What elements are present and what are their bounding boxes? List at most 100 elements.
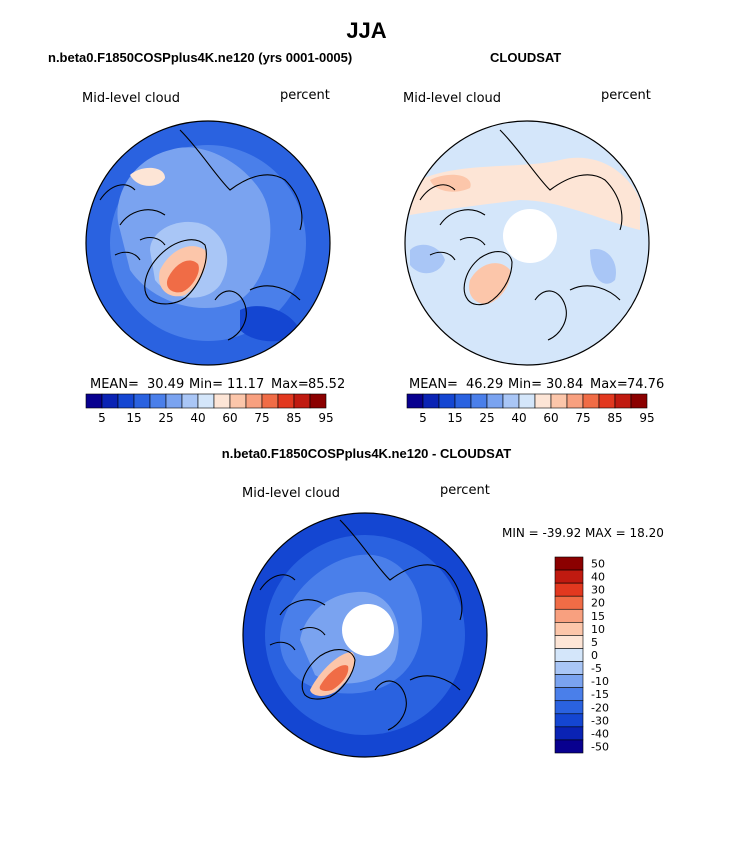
model-colorbar-swatch: [309, 393, 327, 409]
model-coast-alaska: [99, 184, 136, 201]
obs-colorbar-tick-label: 95: [639, 411, 654, 425]
obs-colorbar-swatch: [502, 393, 520, 409]
diff-map: [243, 513, 487, 757]
diff-colorbar-swatch: [554, 648, 584, 662]
diff-coastlines: [259, 519, 463, 731]
obs-min-value: 30.84: [546, 377, 583, 392]
model-colorbar-swatch: [117, 393, 135, 409]
model-colorbar-swatch: [245, 393, 263, 409]
diff-minmax-text: MIN = -39.92 MAX = 18.20: [502, 526, 664, 540]
obs-mean-label: MEAN=: [409, 377, 458, 392]
obs-colorbar-swatch: [406, 393, 424, 409]
model-max-label: Max=: [271, 377, 309, 392]
diff-coast-alaska: [259, 574, 296, 591]
model-coastlines: [99, 129, 303, 341]
model-mean-value: 30.49: [147, 377, 184, 392]
model-dark-patch: [240, 306, 300, 342]
diff-colorbar-tick-label: 0: [591, 649, 598, 662]
diff-colorbar-swatch: [554, 726, 584, 741]
diff-coast-greenland: [301, 649, 356, 700]
model-coast-greenland: [144, 239, 207, 305]
diff-colorbar-swatch: [554, 622, 584, 636]
model-colorbar-tick-label: 5: [98, 411, 106, 425]
diff-colorbar-swatch: [554, 700, 584, 715]
model-colorbar: 5 15 25 40 60 75 85 95: [85, 393, 334, 425]
obs-colorbar-swatch: [630, 393, 648, 409]
diff-colorbar-tick-label: 20: [591, 597, 605, 610]
diff-colorbar-swatch: [554, 569, 584, 584]
model-colorbar-tick-label: 95: [318, 411, 333, 425]
diff-colorbar-swatch: [554, 687, 584, 702]
model-panel: Mid-level cloud percent MEAN= 30.49 Min=…: [82, 88, 345, 425]
model-min-label: Min=: [189, 377, 223, 392]
diff-colorbar-tick-label: 30: [591, 584, 605, 597]
obs-pale-patch: [410, 244, 445, 274]
obs-greenland-warm: [469, 263, 511, 305]
model-colorbar-swatch: [293, 393, 311, 409]
obs-colorbar-tick-label: 5: [419, 411, 427, 425]
model-coast-europe: [214, 285, 301, 341]
model-min-value: 11.17: [227, 377, 264, 392]
obs-coast-greenland: [463, 251, 513, 306]
obs-colorbar: 5 15 25 40 60 75 85 95: [406, 393, 655, 425]
diff-colorbar-tick-label: -10: [591, 675, 609, 688]
obs-colorbar-swatch: [550, 393, 568, 409]
model-colorbar-swatch: [181, 393, 199, 409]
diff-coast-siberia: [339, 519, 463, 621]
obs-mean-value: 46.29: [466, 377, 503, 392]
model-colorbar-tick-label: 40: [190, 411, 205, 425]
diff-units-label: percent: [440, 483, 490, 498]
obs-min-label: Min=: [508, 377, 542, 392]
obs-max-value: 74.76: [627, 377, 664, 392]
obs-panel-title: CLOUDSAT: [490, 50, 562, 65]
model-colorbar-tick-label: 75: [254, 411, 269, 425]
model-colorbar-tick-label: 25: [158, 411, 173, 425]
diff-greenland-hot: [319, 665, 349, 691]
obs-coast-siberia: [499, 129, 623, 231]
obs-units-label: percent: [601, 88, 651, 103]
obs-variable-label: Mid-level cloud: [403, 91, 501, 106]
diff-colorbar-swatch: [554, 739, 584, 754]
obs-coast-europe: [534, 285, 621, 341]
diff-coast-europe: [374, 675, 461, 731]
obs-europe-pale: [590, 249, 616, 284]
diff-colorbar-tick-label: -50: [591, 740, 609, 753]
obs-colorbar-swatch: [518, 393, 536, 409]
obs-colorbar-tick-label: 40: [511, 411, 526, 425]
obs-colorbar-swatch: [598, 393, 616, 409]
obs-map-border: [404, 120, 650, 366]
model-greenland-hot: [166, 260, 199, 293]
diff-colorbar-tick-label: 5: [591, 636, 598, 649]
obs-polar-gap: [503, 209, 557, 263]
diff-panel-title: n.beta0.F1850COSPplus4K.ne120 - CLOUDSAT: [221, 446, 512, 461]
obs-colorbar-swatch: [454, 393, 472, 409]
diff-colorbar-tick-label: -15: [591, 688, 609, 701]
diff-colorbar-tick-label: -40: [591, 727, 609, 740]
diff-colorbar-tick-label: -20: [591, 701, 609, 714]
diff-colorbar-tick-label: 40: [591, 571, 605, 584]
model-colorbar-swatch: [85, 393, 103, 409]
obs-panel: Mid-level cloud percent MEAN= 46.29 Min=…: [403, 88, 664, 425]
obs-colorbar-tick-label: 75: [575, 411, 590, 425]
diff-colorbar-swatch: [554, 608, 584, 623]
diff-colorbar-swatch: [554, 556, 584, 571]
model-colorbar-swatch: [277, 393, 295, 409]
figure-title: JJA: [346, 18, 387, 43]
model-colorbar-swatch: [197, 393, 215, 409]
model-colorbar-tick-label: 85: [286, 411, 301, 425]
diff-colorbar-tick-label: 15: [591, 610, 605, 623]
model-colorbar-tick-label: 15: [126, 411, 141, 425]
obs-colorbar-swatch: [614, 393, 632, 409]
obs-colorbar-tick-label: 85: [607, 411, 622, 425]
model-colorbar-swatch: [133, 393, 151, 409]
diff-polar-gap: [342, 604, 394, 656]
obs-map: [405, 121, 649, 365]
obs-max-label: Max=: [590, 377, 628, 392]
obs-coast-archipelago: [429, 209, 486, 261]
model-panel-title: n.beta0.F1850COSPplus4K.ne120 (yrs 0001-…: [48, 50, 353, 65]
obs-colorbar-tick-label: 60: [543, 411, 558, 425]
diff-colorbar-swatch: [554, 635, 584, 649]
obs-colorbar-swatch: [566, 393, 584, 409]
obs-coast-alaska: [419, 184, 456, 201]
